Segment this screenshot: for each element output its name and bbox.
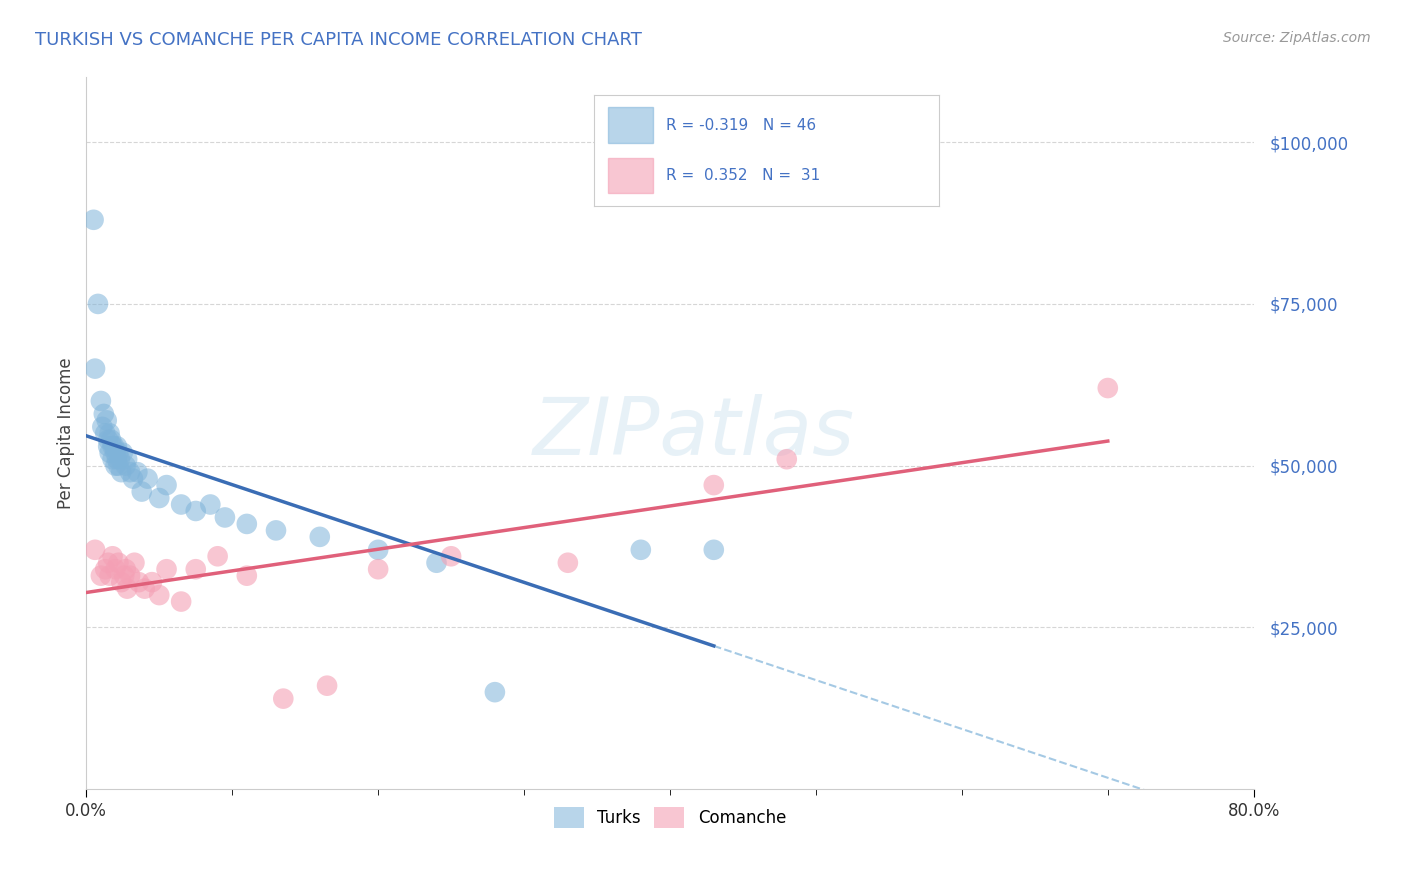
Point: [128, 575, 150, 590]
Point: [105, 452, 128, 467]
Point: [100, 433, 122, 447]
Point: [112, 568, 135, 582]
Point: [115, 452, 138, 467]
Point: [110, 575, 132, 590]
Point: [115, 582, 138, 596]
Point: [214, 510, 236, 524]
Point: [136, 472, 159, 486]
Point: [98, 568, 121, 582]
Point: [155, 562, 177, 576]
Point: [630, 542, 652, 557]
Text: Source: ZipAtlas.com: Source: ZipAtlas.com: [1223, 31, 1371, 45]
Point: [134, 582, 156, 596]
Point: [316, 679, 339, 693]
Point: [264, 524, 287, 538]
Point: [776, 452, 799, 467]
Point: [83, 212, 105, 227]
Point: [170, 594, 193, 608]
Point: [104, 458, 127, 473]
Point: [94, 562, 117, 576]
Point: [90, 394, 112, 409]
Point: [120, 568, 142, 582]
Point: [101, 452, 124, 467]
Point: [110, 465, 132, 479]
Point: [308, 530, 330, 544]
Point: [91, 420, 114, 434]
Point: [367, 542, 389, 557]
Point: [271, 691, 294, 706]
Point: [207, 549, 229, 564]
Point: [184, 562, 207, 576]
Point: [200, 498, 222, 512]
Point: [103, 439, 125, 453]
Point: [1097, 381, 1119, 395]
Y-axis label: Per Capita Income: Per Capita Income: [58, 358, 75, 509]
Point: [703, 542, 725, 557]
Point: [101, 549, 124, 564]
Point: [155, 478, 177, 492]
Point: [131, 484, 153, 499]
Point: [101, 439, 124, 453]
Point: [90, 568, 112, 582]
Point: [97, 556, 120, 570]
Legend: Turks, Comanche: Turks, Comanche: [547, 801, 793, 834]
Point: [108, 452, 131, 467]
Point: [105, 439, 128, 453]
Point: [141, 575, 163, 590]
Point: [107, 556, 129, 570]
Point: [124, 556, 146, 570]
Point: [107, 458, 129, 473]
Point: [184, 504, 207, 518]
Point: [148, 491, 170, 505]
Point: [127, 465, 149, 479]
Point: [111, 446, 134, 460]
Point: [114, 458, 136, 473]
Point: [104, 562, 127, 576]
Point: [93, 407, 115, 421]
Point: [557, 556, 579, 570]
Point: [87, 297, 110, 311]
Point: [84, 361, 107, 376]
Point: [236, 516, 259, 531]
Point: [148, 588, 170, 602]
Text: ZIPatlas: ZIPatlas: [533, 394, 855, 473]
Point: [367, 562, 389, 576]
Point: [97, 433, 120, 447]
Point: [120, 465, 142, 479]
Text: TURKISH VS COMANCHE PER CAPITA INCOME CORRELATION CHART: TURKISH VS COMANCHE PER CAPITA INCOME CO…: [35, 31, 643, 49]
Point: [97, 439, 120, 453]
Point: [84, 542, 107, 557]
Point: [484, 685, 506, 699]
Point: [104, 446, 127, 460]
Point: [425, 556, 447, 570]
Point: [440, 549, 463, 564]
Point: [98, 446, 121, 460]
Point: [236, 568, 259, 582]
Point: [703, 478, 725, 492]
Point: [96, 413, 118, 427]
Point: [114, 562, 136, 576]
Point: [122, 472, 145, 486]
Point: [94, 426, 117, 441]
Point: [98, 426, 121, 441]
Point: [170, 498, 193, 512]
Point: [107, 446, 129, 460]
